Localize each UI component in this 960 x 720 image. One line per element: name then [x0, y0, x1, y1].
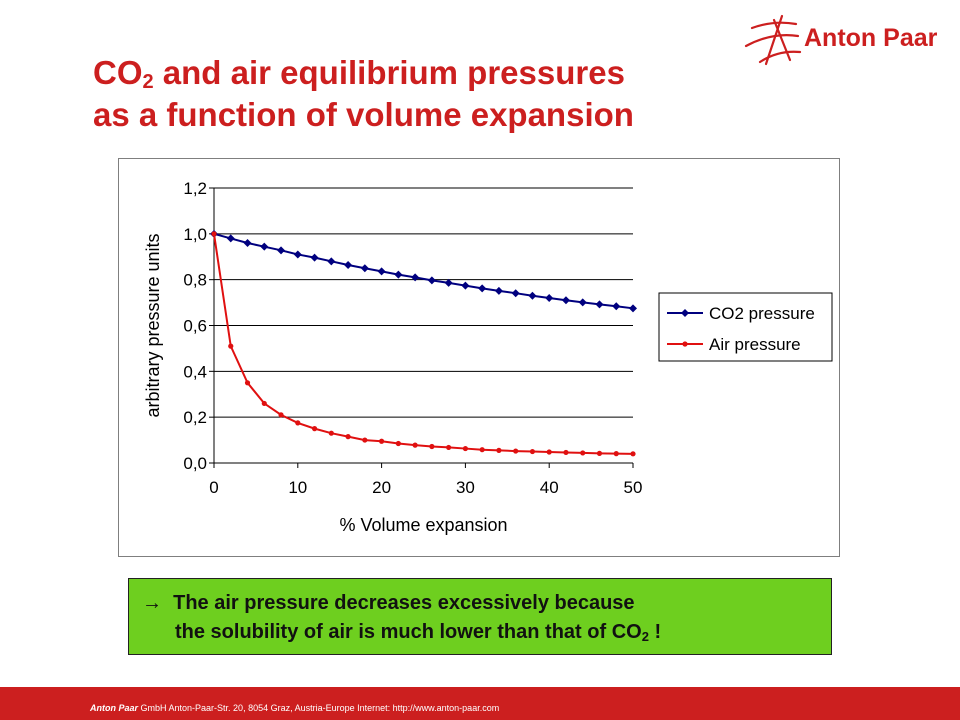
logo-text: Anton Paar	[804, 24, 938, 52]
y-tick-label: 0,2	[183, 408, 207, 427]
title-line-2: as a function of volume expansion	[93, 96, 634, 133]
x-tick-label: 0	[209, 478, 218, 497]
x-tick-label: 40	[540, 478, 559, 497]
data-point	[228, 343, 234, 349]
title-line-1-rest: and air equilibrium pressures	[153, 54, 625, 91]
data-point	[395, 440, 401, 447]
data-point	[345, 434, 351, 440]
data-point	[261, 400, 267, 407]
x-tick-label: 30	[456, 478, 475, 497]
x-tick-label: 10	[288, 478, 307, 497]
data-point	[563, 449, 569, 456]
data-point	[377, 267, 386, 276]
note-line-1: → The air pressure decreases excessively…	[142, 592, 635, 615]
data-point	[578, 298, 587, 307]
data-point	[496, 447, 502, 453]
slide-title: CO2 and air equilibrium pressures as a f…	[93, 52, 634, 136]
data-point	[327, 257, 336, 266]
data-point	[328, 430, 334, 436]
data-point	[344, 261, 353, 269]
data-point	[461, 281, 470, 290]
data-point	[528, 291, 537, 300]
data-point	[277, 246, 286, 255]
note-line-1-text: The air pressure decreases excessively b…	[173, 592, 635, 614]
arrow-right-icon: →	[142, 592, 162, 614]
x-tick-label: 50	[624, 478, 643, 497]
series-line	[213, 232, 634, 310]
data-point	[595, 300, 604, 309]
note-line-2: the solubility of air is much lower than…	[175, 621, 661, 644]
data-point	[511, 289, 520, 298]
data-point	[612, 302, 621, 311]
data-point	[244, 380, 251, 386]
footer-address: GmbH Anton-Paar-Str. 20, 8054 Graz, Aust…	[138, 703, 500, 713]
data-point	[362, 437, 368, 443]
chart-area: 0,0 0,2 0,4 0,6 0,8 1,0 1,2 0 10 20 30 40 50 % Volume…	[118, 158, 840, 557]
note-line-2-text: the solubility of air is much lower than…	[175, 621, 642, 643]
legend-label: Air pressure	[709, 335, 801, 354]
data-point	[226, 234, 235, 243]
legend: CO2 pressure Air pressure	[658, 292, 833, 362]
data-point	[360, 264, 369, 273]
title-subscript-2: 2	[142, 71, 154, 93]
data-point	[427, 276, 436, 285]
data-point	[411, 273, 420, 282]
data-point	[444, 278, 453, 287]
data-point	[613, 451, 619, 457]
title-co: CO	[93, 54, 143, 91]
data-point	[310, 253, 319, 262]
note-line-2-end: !	[648, 621, 662, 643]
data-point	[295, 420, 301, 426]
conclusion-note: → The air pressure decreases excessively…	[128, 578, 832, 655]
data-point	[630, 451, 636, 457]
title-line-1: CO2 and air equilibrium pressures	[93, 52, 634, 94]
series-line	[213, 233, 634, 455]
data-point	[394, 270, 403, 279]
data-point	[580, 450, 586, 456]
legend-marker	[681, 309, 689, 317]
data-point	[211, 231, 217, 237]
anton-paar-logo-icon	[744, 14, 802, 66]
footer-text: Anton Paar GmbH Anton-Paar-Str. 20, 8054…	[90, 703, 499, 713]
footer-company: Anton Paar	[90, 703, 139, 713]
data-point	[479, 447, 485, 453]
legend-box	[658, 292, 833, 362]
footer-bar: Anton Paar GmbH Anton-Paar-Str. 20, 8054…	[0, 687, 960, 720]
y-tick-label: 0,8	[183, 271, 207, 290]
x-axis-title: % Volume expansion	[339, 515, 507, 535]
data-point	[546, 449, 552, 455]
y-tick-label: 0,6	[183, 317, 207, 336]
data-point	[462, 445, 468, 452]
y-tick-label: 0,4	[183, 362, 207, 381]
note-subscript-2: 2	[641, 629, 649, 644]
line-chart: 0,0 0,2 0,4 0,6 0,8 1,0 1,2 0 10 20 30 40 50 % Volume…	[143, 179, 833, 535]
data-point	[494, 286, 503, 295]
data-point	[513, 448, 519, 454]
data-point	[260, 242, 269, 251]
data-point	[561, 296, 570, 305]
data-point	[429, 443, 435, 450]
y-tick-label: 1,2	[183, 179, 207, 198]
data-point	[446, 444, 452, 451]
data-point	[293, 250, 302, 259]
data-point	[596, 450, 603, 456]
y-tick-label: 0,0	[183, 454, 207, 473]
y-tick-label: 1,0	[183, 225, 207, 244]
data-point	[545, 294, 554, 302]
x-tick-label: 20	[372, 478, 391, 497]
data-point	[629, 304, 637, 313]
data-point	[379, 438, 385, 444]
legend-label: CO2 pressure	[709, 304, 815, 323]
data-point	[478, 284, 487, 293]
y-axis-title: arbitrary pressure units	[143, 233, 163, 417]
data-point	[412, 442, 418, 448]
data-point	[278, 412, 284, 418]
data-point	[311, 426, 318, 432]
data-point	[243, 239, 252, 247]
data-point	[529, 448, 536, 455]
legend-marker	[682, 341, 688, 347]
